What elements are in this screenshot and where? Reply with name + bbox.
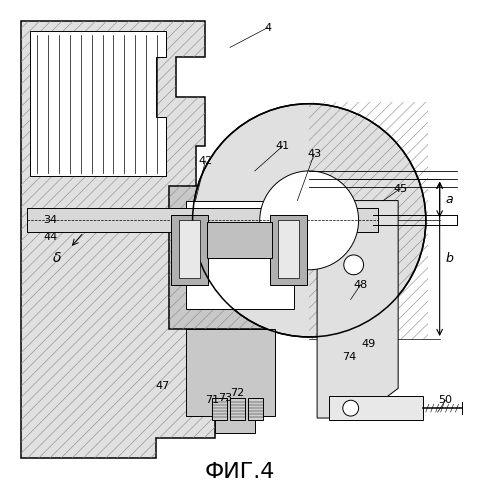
Circle shape (260, 171, 359, 270)
Text: 71: 71 (205, 395, 219, 405)
Text: ФИГ.4: ФИГ.4 (205, 462, 275, 482)
Circle shape (343, 400, 359, 416)
Polygon shape (169, 186, 309, 329)
Text: 43: 43 (307, 149, 321, 159)
Text: 48: 48 (353, 280, 368, 289)
Polygon shape (21, 20, 216, 458)
Text: $\delta$: $\delta$ (52, 251, 62, 265)
Bar (212, 398, 227, 420)
Text: 50: 50 (439, 395, 453, 405)
Text: 47: 47 (156, 382, 170, 392)
Bar (248, 398, 263, 420)
Text: 44: 44 (43, 232, 57, 242)
Text: 73: 73 (218, 394, 232, 404)
Text: a: a (445, 193, 453, 206)
Bar (171, 216, 208, 284)
Bar (179, 220, 201, 278)
Bar (277, 220, 300, 278)
Bar (207, 222, 272, 258)
Text: 4: 4 (264, 22, 271, 32)
Text: 42: 42 (198, 156, 213, 166)
Text: 72: 72 (230, 388, 244, 398)
Polygon shape (317, 200, 398, 418)
Bar (230, 398, 245, 420)
Text: b: b (445, 252, 454, 266)
Text: 49: 49 (361, 339, 376, 349)
Polygon shape (30, 30, 166, 176)
Bar (329, 396, 423, 420)
Text: 74: 74 (342, 352, 356, 362)
Circle shape (344, 255, 363, 274)
Polygon shape (186, 200, 294, 310)
Text: 41: 41 (276, 141, 289, 151)
Bar (270, 216, 307, 284)
Bar (27, 208, 378, 232)
Circle shape (192, 104, 426, 337)
Text: 34: 34 (43, 216, 57, 226)
Polygon shape (186, 329, 275, 433)
Text: 45: 45 (393, 184, 407, 194)
